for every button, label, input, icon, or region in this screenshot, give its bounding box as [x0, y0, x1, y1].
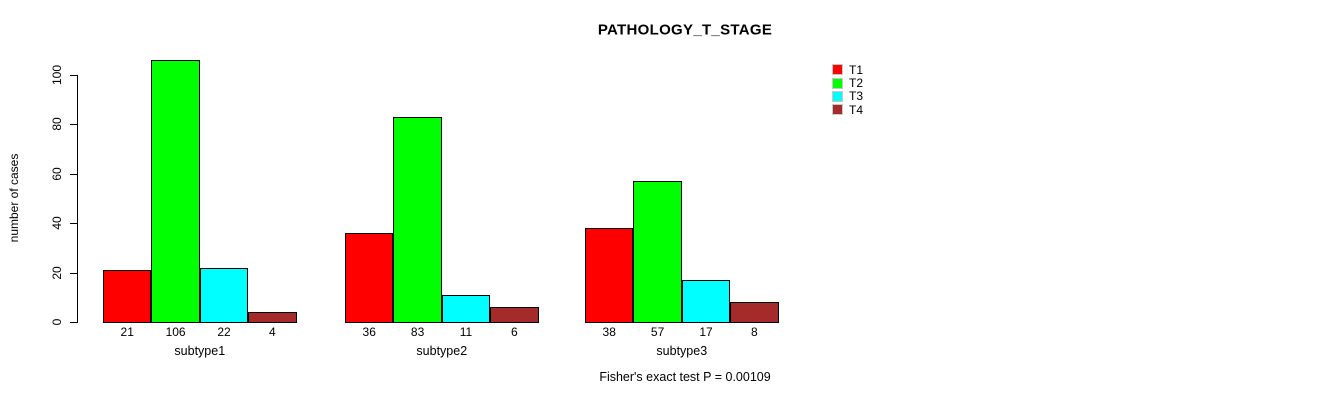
bar-t4-subtype2: [490, 307, 539, 323]
bar-value-label: 83: [410, 324, 425, 339]
x-axis-group-label: subtype3: [656, 343, 708, 358]
legend-label: T4: [849, 102, 864, 117]
legend: T1 T2 T3 T4: [832, 63, 863, 117]
y-axis-tick-label: 80: [50, 117, 64, 132]
y-axis-tick: [70, 173, 77, 175]
bar-value-label: 106: [165, 324, 186, 339]
y-axis-tick-label: 0: [50, 318, 64, 326]
bar-value-label: 11: [459, 324, 473, 339]
bar-t3-subtype2: [441, 294, 491, 323]
bar-t3-subtype1: [199, 267, 249, 323]
y-axis-tick: [70, 223, 77, 225]
y-axis-tick: [70, 322, 77, 323]
chart-title: PATHOLOGY_T_STAGE: [597, 21, 773, 39]
y-axis-tick-label: 60: [50, 167, 64, 181]
bar-t1-subtype3: [585, 228, 634, 323]
legend-entry-t3: T3: [832, 90, 863, 103]
legend-swatch-t4: [832, 104, 843, 116]
bar-t2-subtype3: [633, 181, 682, 323]
legend-label: T3: [849, 89, 864, 104]
y-axis-tick-label: 100: [50, 64, 64, 86]
legend-entry-t2: T2: [832, 76, 863, 89]
bar-value-label: 36: [362, 324, 376, 339]
y-axis-tick-label: 40: [50, 216, 64, 230]
legend-swatch-t2: [832, 77, 843, 89]
y-axis-title: number of cases: [7, 153, 21, 243]
legend-swatch-t1: [832, 64, 843, 76]
legend-swatch-t3: [832, 90, 843, 102]
bar-t2-subtype1: [151, 60, 200, 323]
bar-value-label: 6: [511, 324, 518, 339]
bar-value-label: 38: [602, 324, 616, 339]
y-axis-tick: [70, 272, 77, 274]
bar-t4-subtype1: [248, 312, 297, 323]
bar-value-label: 57: [650, 324, 665, 339]
bar-value-label: 22: [217, 324, 231, 339]
bar-value-label: 8: [751, 324, 758, 339]
bar-t1-subtype1: [103, 270, 152, 323]
y-axis-line: [77, 75, 78, 323]
x-axis-group-label: subtype2: [416, 343, 468, 358]
bar-t2-subtype2: [393, 116, 442, 323]
y-axis-tick-label: 20: [50, 265, 64, 280]
legend-label: T1: [849, 62, 864, 77]
legend-entry-t1: T1: [832, 63, 863, 76]
statistical-test-note: Fisher's exact test P = 0.00109: [599, 370, 771, 384]
legend-label: T2: [849, 76, 864, 91]
x-axis-group-label: subtype1: [174, 343, 226, 358]
bar-t1-subtype2: [345, 233, 394, 323]
y-axis-tick: [70, 75, 77, 76]
y-axis-tick: [70, 124, 77, 126]
bar-t4-subtype3: [730, 302, 779, 323]
legend-entry-t4: T4: [832, 103, 863, 116]
bar-value-label: 21: [120, 324, 134, 339]
bar-t3-subtype3: [681, 280, 731, 323]
bar-value-label: 4: [269, 324, 276, 339]
bar-value-label: 17: [699, 324, 713, 339]
